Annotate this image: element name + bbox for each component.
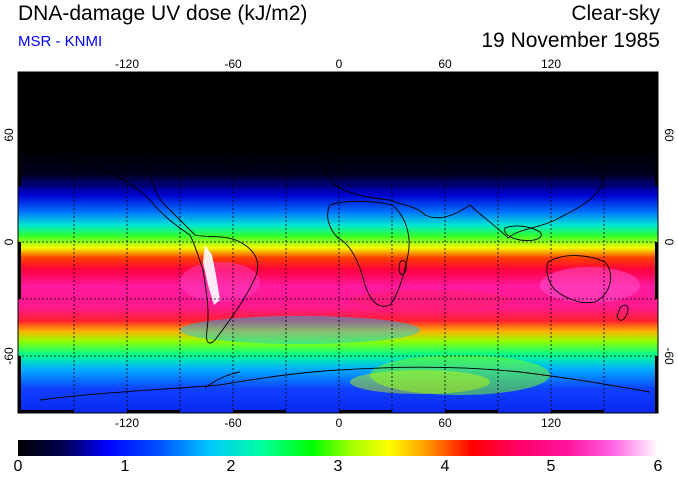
date-label: 19 November 1985 — [481, 29, 660, 52]
map-title: DNA-damage UV dose (kJ/m2) — [18, 2, 308, 25]
top-lon-tick: -60 — [224, 57, 242, 71]
top-lon-tick: -120 — [114, 57, 140, 71]
bottom-lon-tick: 60 — [438, 416, 452, 430]
sky-condition-label: Clear-sky — [571, 2, 660, 25]
colorbar-label: 3 — [333, 458, 343, 475]
bottom-lon-tick: -60 — [224, 416, 242, 430]
andes-dose-maximum — [203, 245, 220, 305]
colorbar-label: 2 — [226, 458, 236, 475]
antarctic-peninsula-coastline — [204, 371, 241, 389]
africa-coastline — [327, 200, 410, 307]
antarctica-coastline — [39, 366, 651, 401]
graticule — [18, 72, 658, 413]
dose-variation-patch — [350, 370, 490, 394]
madagascar-coastline — [398, 259, 407, 275]
colorbar-label: 5 — [546, 458, 556, 475]
coastlines — [39, 111, 651, 401]
colorbar — [18, 440, 658, 456]
dose-variation-patch — [180, 262, 260, 302]
americas-coastline — [40, 141, 259, 344]
dose-variation-patch — [540, 267, 640, 303]
dose-field — [18, 72, 658, 413]
new-zealand-coastline — [616, 304, 629, 321]
eurasia-coastline — [325, 136, 603, 239]
bottom-lon-tick: 120 — [540, 416, 562, 430]
southeast-asia-islands-coastline — [504, 225, 542, 241]
australia-coastline — [546, 255, 612, 304]
top-lon-tick: 120 — [540, 57, 562, 71]
bottom-lon-tick: -120 — [114, 416, 140, 430]
top-lon-tick: 0 — [335, 57, 343, 71]
colorbar-label: 1 — [120, 458, 130, 475]
greenland-coastline — [219, 111, 276, 173]
colorbar-label: 4 — [440, 458, 450, 475]
bottom-lon-tick: 0 — [335, 416, 343, 430]
colorbar-label: 0 — [13, 458, 23, 475]
top-lon-tick: 60 — [438, 57, 452, 71]
source-label: MSR - KNMI — [18, 33, 103, 50]
dose-variation-patch — [370, 355, 550, 395]
colorbar-label: 6 — [653, 458, 663, 475]
dose-variation-patch — [350, 290, 510, 310]
frame-tick-marks — [18, 72, 658, 413]
dose-variation-patch — [180, 316, 420, 344]
